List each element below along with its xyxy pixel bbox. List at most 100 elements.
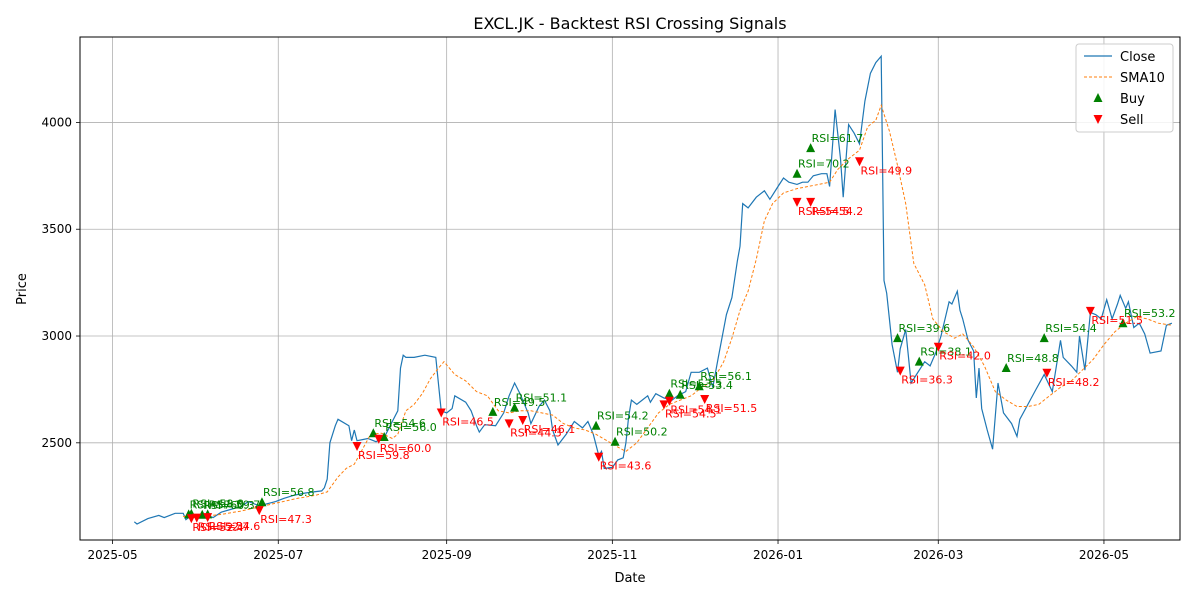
- sell-signal-marker: [254, 506, 264, 516]
- buy-signal-marker: [591, 420, 601, 430]
- legend-box: [1075, 43, 1174, 133]
- sell-signal-label: RSI=36.3: [901, 374, 953, 387]
- buy-signal-label: RSI=56.8: [263, 486, 315, 499]
- legend-sell-swatch: [1093, 115, 1103, 124]
- sell-signal-marker: [806, 197, 816, 207]
- buy-signal-label: RSI=53.5: [670, 378, 722, 391]
- buy-signal-label: RSI=61.7: [812, 132, 864, 145]
- sell-signal-marker: [792, 197, 802, 207]
- buy-signal-label: RSI=58.8: [192, 498, 244, 511]
- sell-signal-marker: [518, 415, 528, 425]
- sell-signal-marker: [352, 442, 362, 452]
- legend-entry-label: Buy: [1120, 92, 1145, 107]
- x-tick-label: 2025-11: [587, 548, 637, 562]
- sell-signal-label: RSI=59.8: [358, 449, 410, 462]
- buy-signal-label: RSI=51.1: [516, 392, 568, 405]
- y-axis-ticks: 2500 3000 3500 4000: [41, 115, 80, 450]
- buy-signal-label: RSI=57.1: [190, 498, 242, 511]
- buy-signal-marker: [379, 432, 389, 442]
- legend: Close SMA10 Buy Sell: [1075, 43, 1174, 133]
- buy-signal-label: RSI=50.2: [616, 426, 668, 439]
- sell-signal-marker: [594, 452, 604, 462]
- sell-signal-label: RSI=54.1: [670, 404, 722, 417]
- sell-signal-label: RSI=51.5: [706, 402, 758, 415]
- sell-signal-marker: [659, 400, 669, 410]
- close-price-line: [133, 54, 1173, 525]
- signal-annotations: RSI=57.1RSI=58.8RSI=60.3RSI=59.7RSI=56.8…: [190, 132, 1176, 534]
- buy-signal-label: RSI=70.2: [798, 158, 850, 171]
- sell-signal-marker: [192, 513, 202, 523]
- buy-signal-marker: [806, 143, 816, 153]
- buy-signal-label: RSI=56.0: [385, 421, 437, 434]
- buy-signal-marker: [257, 497, 267, 507]
- sell-signal-marker: [1042, 368, 1052, 378]
- sell-signal-marker: [1085, 306, 1095, 316]
- buy-signal-marker: [510, 402, 520, 412]
- sell-signal-label: RSI=52.7: [198, 521, 250, 534]
- buy-signal-label: RSI=60.3: [203, 499, 255, 512]
- buy-signal-label: RSI=54.6: [374, 417, 426, 430]
- sell-signal-marker: [374, 434, 384, 444]
- plot-frame: [79, 36, 1181, 541]
- buy-signal-marker: [1001, 363, 1011, 373]
- grid-lines: [80, 37, 1180, 540]
- sell-signal-label: RSI=42.0: [939, 350, 991, 363]
- buy-signal-label: RSI=53.2: [1124, 307, 1176, 320]
- x-tick-label: 2025-05: [88, 548, 138, 562]
- y-tick-label: 2500: [41, 436, 72, 450]
- sell-signal-label: RSI=54.5: [798, 205, 850, 218]
- sell-signal-label: RSI=54.2: [812, 205, 864, 218]
- x-axis-label: Date: [614, 571, 645, 586]
- sell-signal-label: RSI=54.5: [665, 407, 717, 420]
- signal-markers: [184, 143, 1128, 524]
- buy-signal-marker: [664, 388, 674, 398]
- sma10-line: [183, 103, 1172, 517]
- sell-signal-marker: [933, 342, 943, 352]
- buy-signal-label: RSI=48.8: [1007, 352, 1059, 365]
- buy-signal-label: RSI=38.1: [920, 346, 972, 359]
- buy-signal-label: RSI=39.6: [899, 322, 951, 335]
- sell-signal-label: RSI=48.2: [1048, 376, 1100, 389]
- y-tick-label: 3000: [41, 329, 72, 343]
- sell-signal-marker: [664, 396, 674, 406]
- buy-signal-label: RSI=59.7: [209, 498, 261, 511]
- sell-signal-marker: [700, 395, 710, 405]
- sell-signal-label: RSI=46.1: [524, 423, 576, 436]
- buy-signal-marker: [675, 389, 685, 399]
- buy-signal-marker: [893, 333, 903, 343]
- sell-signal-marker: [203, 513, 213, 523]
- buy-signal-marker: [1039, 333, 1049, 343]
- buy-signal-marker: [914, 356, 924, 366]
- x-tick-label: 2026-03: [913, 548, 963, 562]
- sell-signal-marker: [895, 366, 905, 376]
- x-tick-label: 2025-07: [253, 548, 303, 562]
- legend-entry-label: Close: [1120, 50, 1155, 65]
- buy-signal-label: RSI=54.2: [597, 410, 649, 423]
- sell-signal-label: RSI=43.6: [600, 460, 652, 473]
- legend-entry-label: SMA10: [1120, 71, 1165, 86]
- sell-signal-marker: [186, 514, 196, 524]
- buy-signal-marker: [1118, 318, 1128, 328]
- sell-signal-label: RSI=44.3: [510, 426, 562, 439]
- sell-signal-marker: [504, 419, 514, 429]
- sell-signal-label: RSI=60.0: [380, 442, 432, 455]
- sell-signal-marker: [436, 408, 446, 418]
- y-axis-label: Price: [15, 273, 30, 305]
- sell-signal-label: RSI=51.5: [1091, 314, 1143, 327]
- buy-signal-label: RSI=53.4: [681, 379, 733, 392]
- buy-signal-marker: [488, 406, 498, 416]
- x-tick-label: 2026-01: [753, 548, 803, 562]
- legend-buy-swatch: [1093, 93, 1103, 102]
- y-tick-label: 4000: [41, 115, 72, 129]
- sell-signal-label: RSI=52.4: [192, 521, 244, 534]
- y-tick-label: 3500: [41, 222, 72, 236]
- buy-signal-label: RSI=56.1: [700, 370, 752, 383]
- x-tick-label: 2025-09: [422, 548, 472, 562]
- buy-signal-marker: [610, 436, 620, 446]
- buy-signal-label: RSI=54.4: [1045, 322, 1097, 335]
- series-lines: [133, 54, 1173, 525]
- buy-signal-label: RSI=49.5: [494, 396, 546, 409]
- legend-entry-label: Sell: [1120, 113, 1143, 128]
